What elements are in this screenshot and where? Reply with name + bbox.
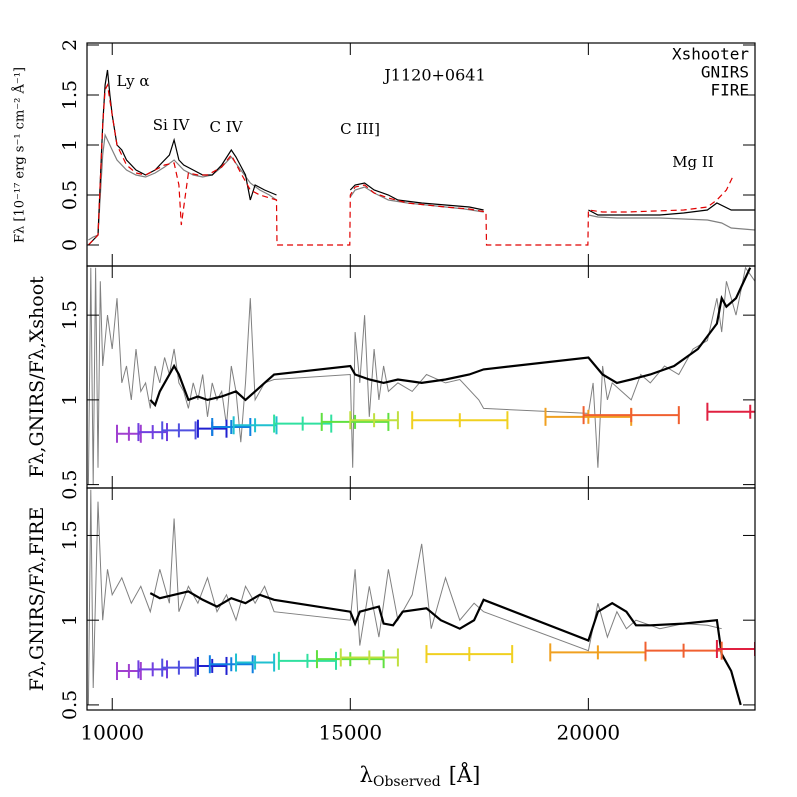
x-tick-label: 10000 (80, 721, 144, 745)
error-bar (277, 651, 338, 670)
annotation: Si IV (153, 116, 191, 134)
annotation: Mg II (672, 153, 714, 171)
error-bar (425, 645, 514, 664)
error-bar (115, 424, 142, 443)
legend-entry: FIRE (710, 81, 749, 100)
error-bar (320, 412, 390, 431)
y-tick-label: 1 (59, 139, 81, 151)
x-tick-label: 15000 (318, 721, 382, 745)
error-bar (208, 655, 254, 674)
error-bar (706, 402, 755, 421)
error-bar (232, 416, 278, 435)
error-bar (549, 643, 647, 662)
error-bar (349, 411, 399, 430)
y-tick-label: 2 (59, 39, 81, 51)
error-bar (161, 658, 197, 677)
error-bar (161, 421, 197, 440)
error-bar (115, 662, 142, 681)
legend-entry: GNIRS (701, 63, 749, 82)
y-tick-label: 0.5 (59, 470, 81, 500)
x-tick-label: 20000 (557, 721, 621, 745)
error-bar (137, 423, 168, 442)
y-tick-label: 1.5 (59, 520, 81, 550)
error-bar (411, 411, 509, 430)
data-line (87, 83, 735, 246)
y-tick-label: 0.5 (59, 180, 81, 210)
data-line (149, 590, 742, 706)
error-bar (211, 417, 252, 436)
x-axis-label-unit: [Å] (449, 762, 481, 787)
chart-title: J1120+0641 (382, 66, 485, 85)
data-line (88, 132, 755, 241)
y-tick-label: 1 (59, 394, 81, 406)
error-bar (196, 656, 228, 675)
data-line (87, 266, 755, 485)
x-axis-label-symbol: λ (360, 763, 373, 787)
annotation: Ly α (116, 72, 149, 90)
y-axis-label: Fλ,GNIRS/Fλ,FIRE (26, 507, 48, 691)
annotation: C IV (209, 118, 243, 136)
y-tick-label: 0.5 (59, 690, 81, 720)
annotation: C III] (340, 120, 380, 138)
legend-entry: Xshooter (672, 45, 749, 64)
x-axis-label: λObserved [Å] (360, 762, 481, 791)
error-bar (339, 648, 399, 667)
error-bar (235, 653, 276, 672)
y-axis-label: Fλ [10⁻¹⁷ erg s⁻¹ cm⁻² Å⁻¹] (12, 67, 28, 243)
error-bar (582, 406, 680, 425)
error-bar (315, 650, 385, 669)
data-line (87, 69, 755, 246)
error-bar (644, 641, 723, 660)
y-tick-label: 1.5 (59, 300, 81, 330)
plot-frame (86, 487, 756, 711)
x-axis-label-sub: Observed (373, 774, 441, 790)
y-tick-label: 1.5 (59, 80, 81, 110)
error-bar (715, 639, 755, 658)
error-bar (544, 407, 633, 426)
y-tick-label: 0 (59, 239, 81, 251)
y-axis-label: Fλ,GNIRS/Fλ,Xshoot (26, 276, 48, 478)
data-line (87, 489, 722, 705)
data-line (149, 267, 752, 408)
y-tick-label: 1 (59, 614, 81, 626)
